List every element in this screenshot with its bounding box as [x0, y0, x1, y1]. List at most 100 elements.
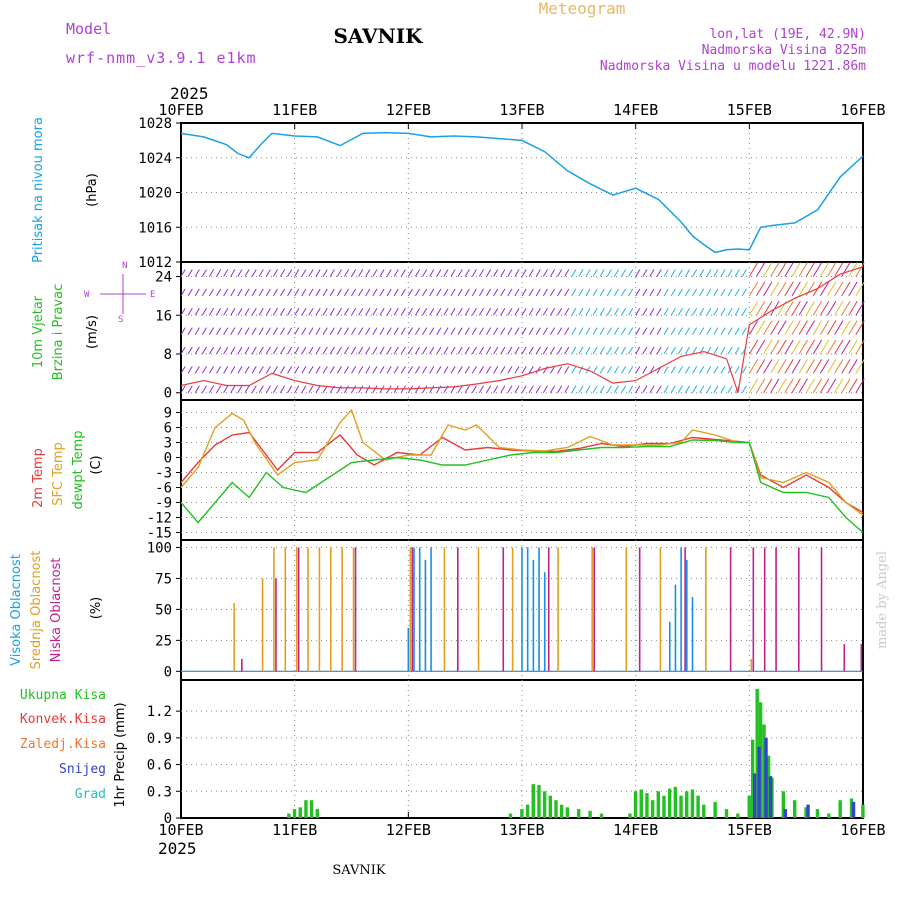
wind-barb	[720, 308, 726, 316]
total-precip-bar	[650, 800, 655, 818]
wind-barb	[180, 385, 186, 393]
wind-barb	[194, 327, 200, 335]
total-precip-bar	[548, 795, 553, 818]
snow-precip-bar	[768, 776, 773, 818]
wind-barb	[727, 308, 733, 316]
wind-barb	[429, 308, 435, 316]
wind-barb	[812, 262, 823, 277]
wind-barb	[571, 308, 577, 316]
wind-barb	[663, 269, 669, 277]
wind-barb	[315, 288, 321, 297]
wind-barb	[201, 308, 207, 316]
wind-barb	[720, 366, 726, 374]
wind-barb	[280, 308, 286, 316]
wind-barb	[429, 288, 435, 297]
wind-barb	[180, 308, 186, 316]
wind-barb	[684, 327, 691, 335]
wind-barb	[684, 308, 691, 316]
wind-barb	[777, 339, 787, 355]
wind-barb	[386, 269, 392, 277]
wind-barb	[265, 366, 271, 374]
wind-barb	[393, 366, 399, 374]
wind-barb	[471, 288, 477, 297]
wind-barb	[834, 320, 844, 335]
wind-barb	[791, 262, 801, 277]
wind-barb	[429, 366, 435, 374]
wind-barb	[649, 308, 655, 316]
total-precip-bar	[750, 739, 755, 818]
wind-barb	[656, 385, 662, 393]
xtick-label-top: 12FEB	[386, 101, 431, 119]
wind-barb	[187, 308, 193, 316]
wind-barb	[478, 385, 485, 393]
wind-barb	[741, 327, 747, 335]
wind-barb	[400, 288, 406, 297]
elevation-label: Nadmorska Visina 825m	[702, 43, 867, 58]
wind-barb	[351, 288, 357, 297]
wind-barb	[507, 288, 513, 297]
wind-barb	[613, 385, 619, 393]
wind-barb	[464, 366, 470, 374]
wind-barb	[329, 327, 335, 335]
wind-barb	[784, 301, 794, 316]
wind-barb	[201, 269, 207, 277]
wind-barb	[464, 288, 470, 297]
model-label: Model	[66, 20, 111, 38]
ytick-label: 1016	[138, 220, 172, 236]
wind-barb	[358, 288, 364, 297]
wind-barb	[670, 327, 676, 335]
wind-barb	[429, 385, 435, 393]
wind-barb	[855, 359, 865, 374]
pressure-unit: (hPa)	[85, 173, 100, 207]
wind-barb	[308, 366, 314, 374]
wind-barb	[443, 288, 449, 297]
xtick-label-top: 16FEB	[840, 101, 885, 119]
wind-barb	[734, 327, 740, 335]
wind-barb	[422, 385, 428, 393]
wind-barb	[763, 281, 773, 297]
wind-barb	[301, 366, 307, 374]
ytick-label: 3	[164, 436, 172, 452]
wind-barb	[663, 288, 669, 297]
wind-barb	[713, 385, 719, 393]
wind-barb	[251, 385, 257, 393]
wind-barb	[805, 359, 815, 374]
wind-barb	[237, 327, 243, 335]
wind-barb	[393, 269, 399, 277]
total-precip-bar	[747, 795, 751, 818]
wind-barb	[230, 308, 236, 316]
wind-barb	[194, 346, 200, 355]
ytick-label: -12	[147, 511, 172, 527]
wind-barb	[372, 346, 378, 355]
wind-barb	[436, 288, 442, 297]
total-precip-bar	[736, 813, 740, 818]
wind-barb	[763, 320, 773, 335]
wind-barb	[699, 269, 705, 277]
wind-barb	[194, 288, 200, 297]
wind-barb	[280, 385, 286, 393]
wind-barb	[834, 281, 844, 297]
wind-barb	[415, 385, 421, 393]
wind-barb	[280, 327, 286, 335]
wind-barb	[670, 346, 676, 355]
snow-precip-bar	[783, 809, 788, 818]
total-precip-bar	[287, 813, 291, 818]
wind-barb	[429, 327, 435, 335]
wind-barb	[699, 327, 705, 335]
wind-barb	[280, 366, 286, 374]
wind-barb	[848, 378, 858, 393]
wind-barb	[819, 359, 830, 374]
wind-barb	[450, 308, 456, 316]
wind-barb	[656, 346, 662, 355]
wind-barb	[756, 281, 766, 297]
wind-barb	[415, 288, 421, 297]
wind-barb	[706, 327, 712, 335]
wind-barb	[784, 262, 794, 277]
ytick-label: 24	[155, 270, 172, 286]
wind-barb	[336, 308, 342, 316]
wind-barb	[734, 288, 740, 297]
wind-barb	[855, 378, 865, 393]
wind-barb	[443, 327, 449, 335]
wind-barb	[663, 385, 669, 393]
wind-barb	[784, 339, 794, 355]
